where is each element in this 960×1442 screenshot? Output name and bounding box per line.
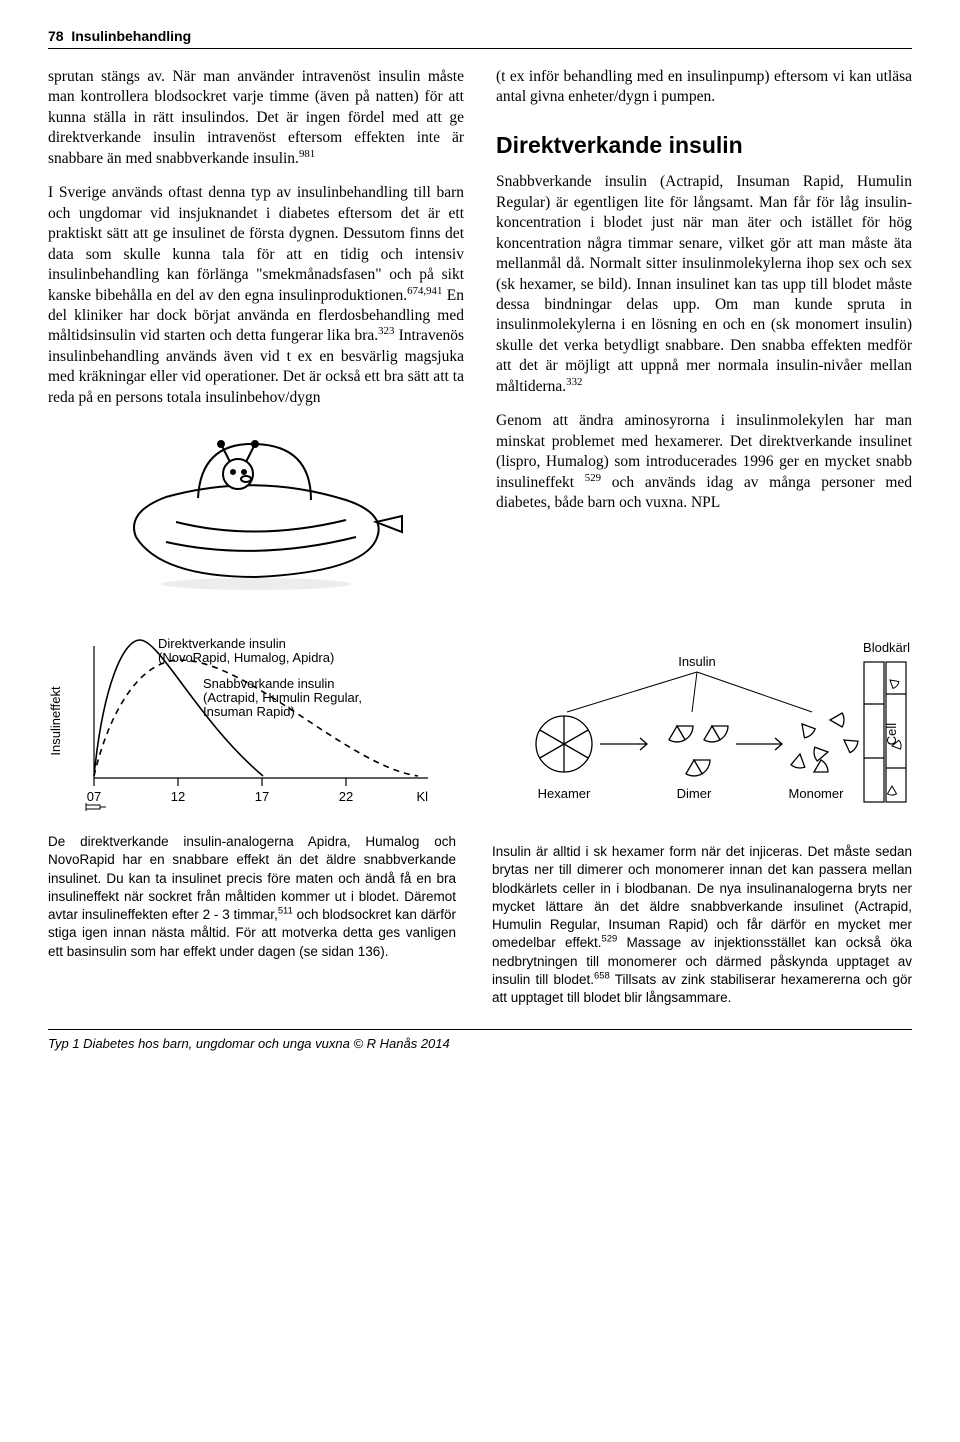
left-p1: sprutan stängs av. När man använder intr… xyxy=(48,67,464,169)
chart-y-label: Insulineffekt xyxy=(48,686,63,756)
left-p2: I Sverige används oftast denna typ av in… xyxy=(48,183,464,408)
cartoon-illustration xyxy=(106,422,406,592)
svg-text:Kl: Kl xyxy=(416,789,428,804)
page-number: 78 xyxy=(48,28,64,44)
chapter-title: Insulinbehandling xyxy=(71,28,191,44)
arrow-icon xyxy=(600,738,647,750)
monomer-icon xyxy=(789,713,858,778)
label-dimer: Dimer xyxy=(677,786,712,801)
chart-series1-label: Direktverkande insulin (NovoRapid, Humal… xyxy=(158,636,334,665)
insulin-effect-chart: Insulineffekt 07 12 17 22 Kl xyxy=(48,626,443,816)
right-p3: Genom att ändra aminosyrorna i insulinmo… xyxy=(496,411,912,513)
right-figure-caption: Insulin är alltid i sk hexamer form när … xyxy=(492,843,912,1007)
label-blodkarl: Blodkärl xyxy=(863,640,910,655)
section-heading-direktverkande: Direktverkande insulin xyxy=(496,130,912,160)
dimer-icon xyxy=(669,726,728,776)
hexamer-icon xyxy=(536,716,592,772)
diagram-panel: Blodkärl Cell Insulin xyxy=(492,626,912,1007)
citation-511: 511 xyxy=(278,906,293,917)
citation-529: 529 xyxy=(585,471,601,483)
right-p2a: Snabbverkande insulin (Actrapid, Insuman… xyxy=(496,173,912,395)
syringe-icon xyxy=(86,803,106,811)
svg-text:17: 17 xyxy=(255,789,269,804)
label-insulin: Insulin xyxy=(678,654,716,669)
chart-panel: Insulineffekt 07 12 17 22 Kl xyxy=(48,626,456,1007)
svg-text:12: 12 xyxy=(171,789,185,804)
page-footer: Typ 1 Diabetes hos barn, ungdomar och un… xyxy=(48,1029,912,1051)
left-p2a: I Sverige används oftast denna typ av in… xyxy=(48,184,464,303)
body-columns: sprutan stängs av. När man använder intr… xyxy=(48,67,912,596)
right-column: (t ex inför behandling med en insulinpum… xyxy=(496,67,912,596)
chart-series2-label: Snabbverkande insulin (Actrapid, Humulin… xyxy=(203,676,366,719)
citation-323: 323 xyxy=(378,325,394,337)
left-p1-text: sprutan stängs av. När man använder intr… xyxy=(48,68,464,167)
right-p1: (t ex inför behandling med en insulinpum… xyxy=(496,67,912,108)
svg-text:07: 07 xyxy=(87,789,101,804)
label-hexamer: Hexamer xyxy=(538,786,591,801)
figure-row: Insulineffekt 07 12 17 22 Kl xyxy=(48,626,912,1007)
citation-332: 332 xyxy=(566,376,582,388)
svg-text:22: 22 xyxy=(339,789,353,804)
arrow-icon xyxy=(736,738,782,750)
hexamer-diagram: Blodkärl Cell Insulin xyxy=(492,626,912,826)
left-column: sprutan stängs av. När man använder intr… xyxy=(48,67,464,596)
label-monomer: Monomer xyxy=(789,786,845,801)
citation-981: 981 xyxy=(299,148,315,160)
citation-674-941: 674,941 xyxy=(407,284,442,296)
right-p2: Snabbverkande insulin (Actrapid, Insuman… xyxy=(496,172,912,397)
citation-658: 658 xyxy=(594,970,610,981)
citation-529b: 529 xyxy=(602,934,618,945)
left-figure-caption: De direktverkande insulin-analogerna Api… xyxy=(48,833,456,961)
page-header: 78 Insulinbehandling xyxy=(48,28,912,49)
